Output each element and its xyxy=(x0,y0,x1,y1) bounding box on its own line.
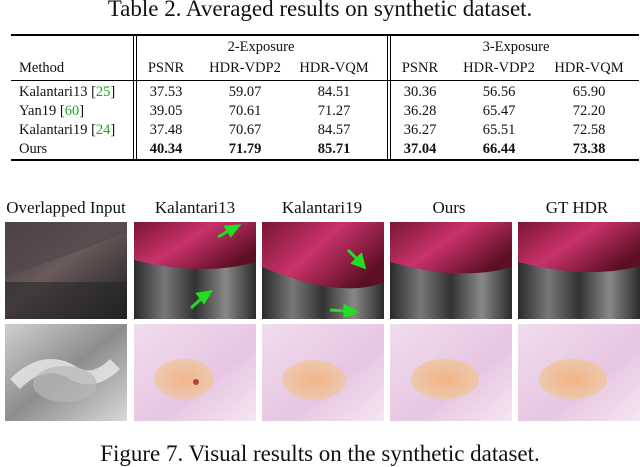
arrow-icon xyxy=(223,224,242,238)
method-cell: Ours xyxy=(19,141,48,157)
value-cell: 36.28 xyxy=(403,103,437,119)
column-header-hdr-vqm: HDR-VQM xyxy=(554,60,624,76)
table-divider xyxy=(390,34,391,161)
arrow-icon xyxy=(329,308,347,313)
column-header-hdr-vqm: HDR-VQM xyxy=(299,60,369,76)
column-header-hdr-vdp2: HDR-VDP2 xyxy=(463,60,535,76)
value-cell: 39.05 xyxy=(149,103,183,119)
figure-column-label: Kalantari13 xyxy=(154,198,236,217)
column-header-psnr: PSNR xyxy=(147,60,185,76)
value-cell: 65.90 xyxy=(572,84,606,100)
value-cell: 65.47 xyxy=(482,103,516,119)
kalantari19-crop-hand xyxy=(262,324,384,421)
value-cell-best: 37.04 xyxy=(403,141,437,157)
table-divider xyxy=(387,34,388,161)
arrow-icon xyxy=(343,303,360,319)
value-cell-best: 85.71 xyxy=(317,141,351,157)
value-cell: 37.48 xyxy=(149,122,183,138)
value-cell: 72.20 xyxy=(572,103,606,119)
value-cell: 65.51 xyxy=(482,122,516,138)
value-cell: 70.67 xyxy=(228,122,262,138)
group-header-3-exposure: 3-Exposure xyxy=(482,39,550,55)
value-cell: 59.07 xyxy=(228,84,262,100)
table-divider xyxy=(136,34,137,161)
table-top-rule xyxy=(11,34,639,36)
column-header-hdr-vdp2: HDR-VDP2 xyxy=(209,60,281,76)
figure-column-label: Overlapped Input xyxy=(6,198,126,217)
arrow-icon xyxy=(350,252,367,270)
value-cell: 56.56 xyxy=(482,84,516,100)
method-cell: Kalantari19 [24] xyxy=(19,122,116,138)
value-cell: 71.27 xyxy=(317,103,351,119)
column-header-method: Method xyxy=(19,60,65,76)
value-cell-best: 66.44 xyxy=(482,141,516,157)
ours-crop-fabric xyxy=(390,222,512,319)
value-cell: 72.58 xyxy=(572,122,606,138)
value-cell-best: 73.38 xyxy=(572,141,606,157)
arrow-overlay xyxy=(189,224,367,319)
table-bottom-rule xyxy=(11,159,639,161)
kalantari19-crop-fabric xyxy=(262,222,384,319)
method-cell: Yan19 [60] xyxy=(19,103,85,119)
method-cell: Kalantari13 [25] xyxy=(19,84,116,100)
column-header-psnr: PSNR xyxy=(401,60,439,76)
value-cell-best: 40.34 xyxy=(149,141,183,157)
value-cell: 36.27 xyxy=(403,122,437,138)
value-cell: 84.57 xyxy=(317,122,351,138)
gt-hdr-crop-hand xyxy=(518,324,640,421)
results-table: 2-Exposure 3-Exposure Method PSNR HDR-VD… xyxy=(11,34,639,161)
input-crop-fabric xyxy=(5,222,127,319)
value-cell: 70.61 xyxy=(228,103,262,119)
table-divider xyxy=(133,34,134,161)
gt-hdr-crop-fabric xyxy=(518,222,640,319)
figure-column-label: GT HDR xyxy=(545,198,609,217)
ours-crop-hand xyxy=(390,324,512,421)
table-caption: Table 2. Averaged results on synthetic d… xyxy=(107,0,533,21)
kalantari13-crop-hand xyxy=(134,324,256,421)
value-cell: 84.51 xyxy=(317,84,351,100)
arrow-icon xyxy=(195,289,213,305)
figure-column-label: Kalantari19 xyxy=(281,198,363,217)
table-header-rule xyxy=(11,80,639,81)
value-cell-best: 71.79 xyxy=(228,141,262,157)
input-crop-hand xyxy=(5,324,127,421)
figure-caption: Figure 7. Visual results on the syntheti… xyxy=(100,441,540,466)
figure-column-label: Ours xyxy=(432,198,466,217)
value-cell: 37.53 xyxy=(149,84,183,100)
value-cell: 30.36 xyxy=(403,84,437,100)
group-header-2-exposure: 2-Exposure xyxy=(227,39,295,55)
